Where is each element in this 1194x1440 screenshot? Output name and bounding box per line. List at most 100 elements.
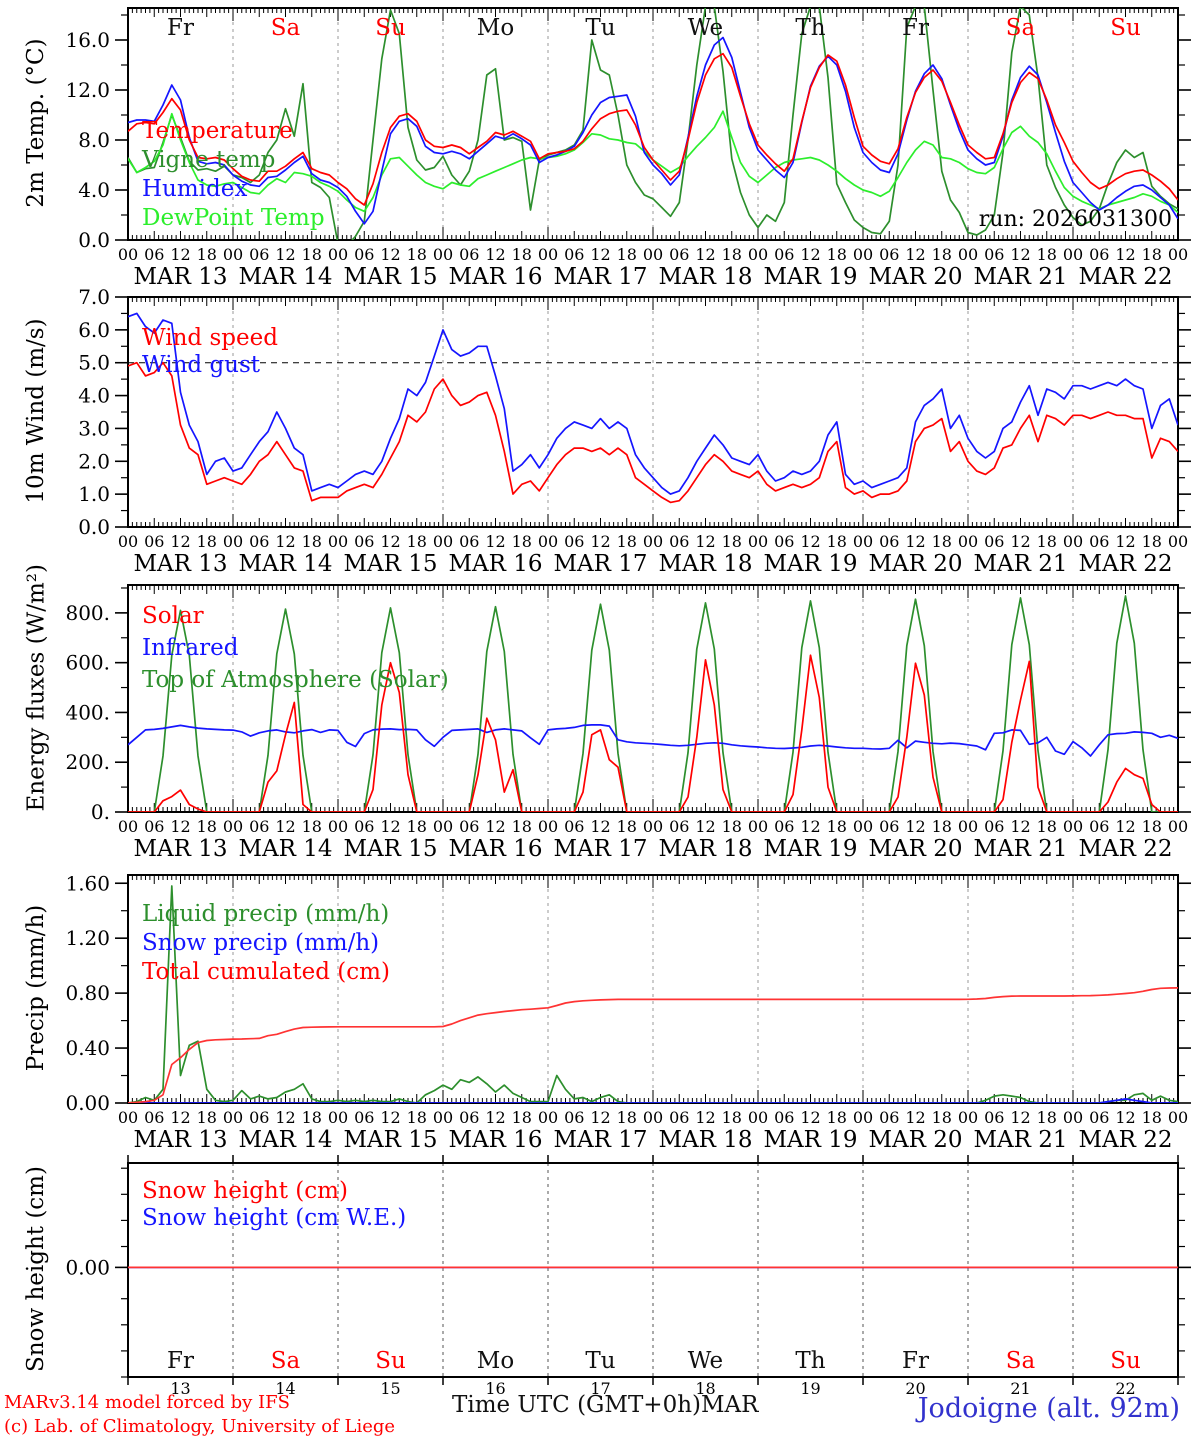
legend-entry: Total cumulated (cm) — [142, 959, 390, 985]
hour-label: 00 — [328, 245, 348, 264]
day-number-label: 20 — [905, 1379, 925, 1398]
hour-label: 18 — [512, 245, 532, 264]
hour-label: 18 — [617, 1108, 637, 1127]
hour-label: 12 — [695, 532, 715, 551]
hour-label: 06 — [879, 245, 899, 264]
hour-label: 06 — [879, 817, 899, 836]
hour-label: 12 — [170, 245, 190, 264]
hour-label: 00 — [118, 245, 138, 264]
hour-label: 00 — [958, 817, 978, 836]
hour-label: 00 — [643, 817, 663, 836]
hour-label: 06 — [144, 532, 164, 551]
y-tick-label: 8.0 — [78, 128, 110, 152]
series-line-infrared — [128, 724, 1178, 757]
weekday-label: We — [688, 15, 723, 41]
hour-label: 18 — [827, 532, 847, 551]
y-tick-label: 2.0 — [78, 449, 110, 473]
hour-label: 00 — [223, 245, 243, 264]
hour-label: 00 — [328, 817, 348, 836]
legend-entry: Snow height (cm) — [142, 1178, 348, 1204]
hour-label: 06 — [564, 245, 584, 264]
hour-label: 06 — [1089, 245, 1109, 264]
hour-label: 06 — [984, 1108, 1004, 1127]
hour-label: 00 — [1168, 532, 1188, 551]
y-axis-title-snow-height: Snow height (cm) — [23, 1166, 49, 1372]
hour-label: 18 — [1037, 1108, 1057, 1127]
hour-label: 12 — [800, 245, 820, 264]
hour-label: 12 — [1010, 245, 1030, 264]
hour-label: 18 — [617, 245, 637, 264]
hour-label: 00 — [538, 817, 558, 836]
hour-label: 00 — [538, 1108, 558, 1127]
hour-label: 18 — [722, 245, 742, 264]
legend-entry: Snow height (cm W.E.) — [142, 1205, 406, 1231]
date-label: MAR 22 — [1078, 551, 1172, 577]
hour-label: 18 — [932, 817, 952, 836]
hour-label: 12 — [485, 1108, 505, 1127]
series-line-wind-speed — [128, 361, 1178, 504]
y-tick-label: 4.0 — [78, 384, 110, 408]
y-tick-label: 0.0 — [78, 515, 110, 539]
date-label: MAR 20 — [868, 264, 962, 290]
y-tick-label: 800. — [65, 601, 110, 625]
hour-label: 06 — [564, 817, 584, 836]
y-axis-title-precip: Precip (mm/h) — [23, 904, 49, 1072]
hour-label: 12 — [905, 245, 925, 264]
hour-label: 06 — [984, 245, 1004, 264]
y-tick-label: 200. — [65, 750, 110, 774]
day-number-label: 19 — [800, 1379, 820, 1398]
legend-entry: Wind gust — [142, 352, 261, 378]
hour-label: 18 — [512, 1108, 532, 1127]
hour-label: 00 — [118, 532, 138, 551]
date-label: MAR 15 — [343, 836, 437, 862]
hour-label: 18 — [197, 817, 217, 836]
legend-entry: Snow precip (mm/h) — [142, 930, 379, 956]
model-credit-line1: MARv3.14 model forced by IFS — [4, 1392, 290, 1413]
hour-label: 06 — [459, 817, 479, 836]
hour-label: 06 — [669, 1108, 689, 1127]
hour-label: 12 — [1115, 245, 1135, 264]
y-tick-label: 400. — [65, 700, 110, 724]
hour-label: 06 — [774, 1108, 794, 1127]
hour-label: 12 — [275, 817, 295, 836]
hour-label: 06 — [354, 817, 374, 836]
weekday-label: Tu — [585, 1348, 615, 1374]
hour-label: 18 — [617, 532, 637, 551]
y-tick-label: 4.0 — [78, 178, 110, 202]
series-line-wind-gust — [128, 312, 1178, 495]
weekday-label: Th — [795, 15, 825, 41]
series-line-total-cumulated-cm- — [128, 987, 1178, 1103]
hour-label: 00 — [958, 532, 978, 551]
y-axis-title-wind: 10m Wind (m/s) — [23, 318, 49, 504]
hour-label: 00 — [853, 817, 873, 836]
y-tick-label: 0.40 — [65, 1036, 110, 1060]
hour-label: 06 — [879, 532, 899, 551]
weekday-label: Su — [375, 1348, 406, 1374]
hour-label: 12 — [170, 1108, 190, 1127]
hour-label: 00 — [223, 532, 243, 551]
day-number-label: 18 — [695, 1379, 715, 1398]
y-tick-label: 0.00 — [65, 1255, 110, 1279]
date-label: MAR 22 — [1078, 264, 1172, 290]
legend-entry: Liquid precip (mm/h) — [142, 901, 389, 927]
series-line-vigne-temp — [128, 8, 1178, 240]
hour-label: 00 — [433, 532, 453, 551]
weekday-label: Fr — [167, 1348, 194, 1374]
hour-label: 00 — [433, 245, 453, 264]
y-tick-label: 5.0 — [78, 351, 110, 375]
hour-label: 00 — [748, 817, 768, 836]
hour-label: 12 — [1115, 817, 1135, 836]
hour-label: 00 — [433, 817, 453, 836]
hour-label: 12 — [800, 1108, 820, 1127]
y-tick-label: 0. — [91, 800, 110, 824]
hour-label: 12 — [275, 1108, 295, 1127]
y-tick-label: 6.0 — [78, 318, 110, 342]
y-tick-label: 16.0 — [65, 28, 110, 52]
hour-label: 12 — [485, 532, 505, 551]
y-tick-label: 600. — [65, 651, 110, 675]
date-label: MAR 15 — [343, 264, 437, 290]
hour-label: 12 — [170, 817, 190, 836]
hour-label: 18 — [1037, 817, 1057, 836]
hour-label: 06 — [774, 532, 794, 551]
